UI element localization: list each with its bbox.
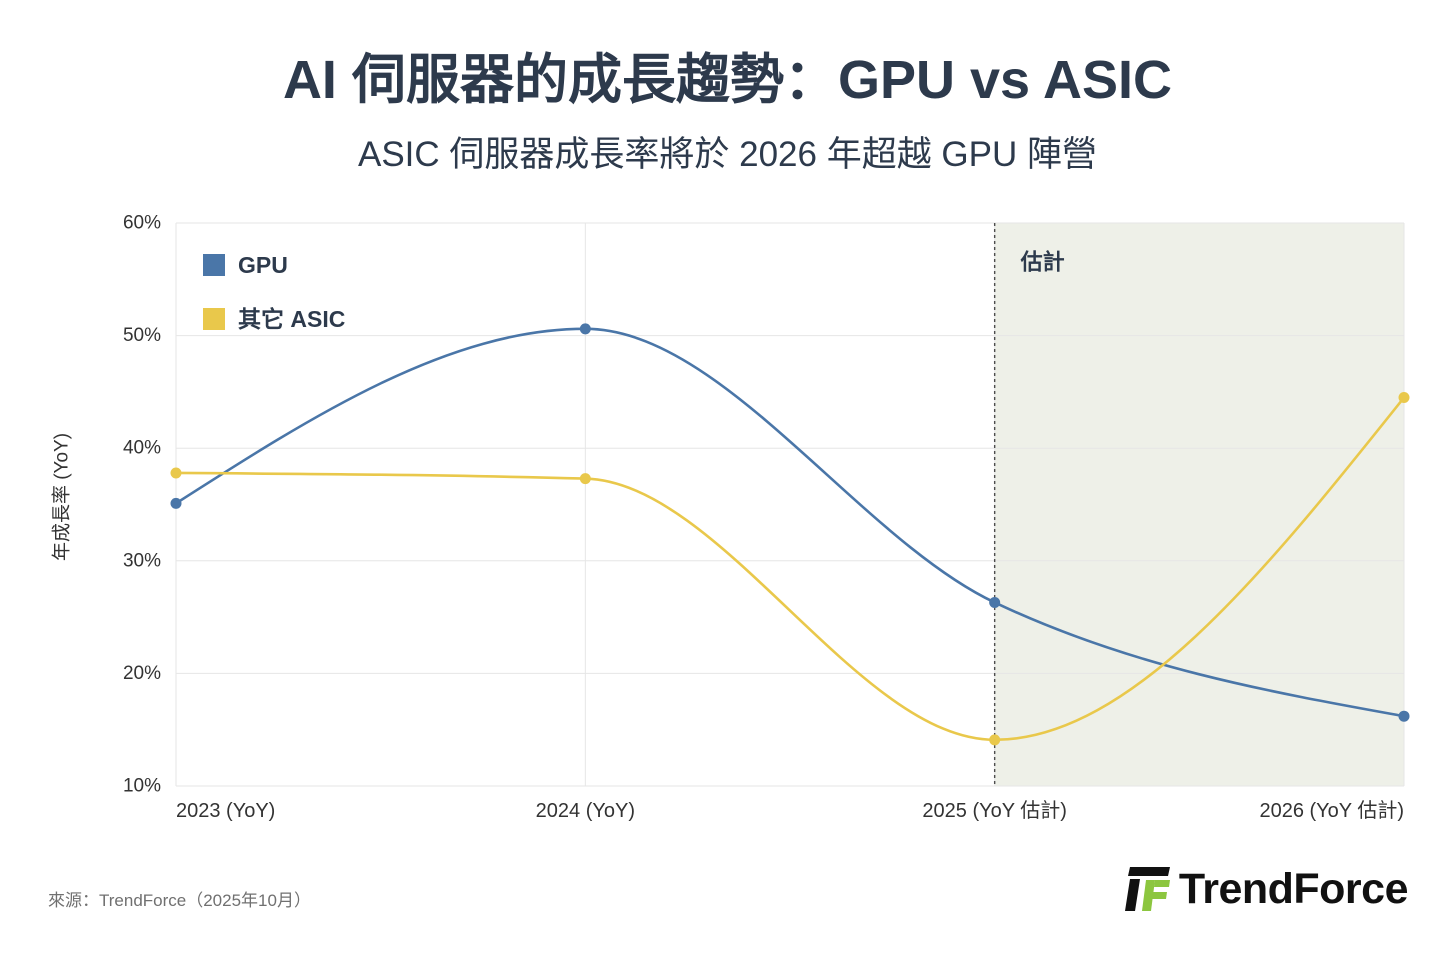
- data-point-series-0-0: [170, 497, 182, 509]
- x-tick-label: 2026 (YoY 估計): [1259, 799, 1404, 822]
- logo-left-stem: [1124, 879, 1140, 911]
- legend-item-asic: 其它 ASIC: [203, 306, 346, 332]
- source-note: 來源：TrendForce（2025年10月）: [48, 891, 311, 910]
- estimate-region-label: 估計: [1020, 250, 1065, 275]
- axis-labels: 10% 20% 30% 40% 50% 60% 2023 (YoY) 2024 (YoY) 20…: [123, 213, 1404, 823]
- x-tick-label: 2025 (YoY 估計): [922, 799, 1067, 822]
- legend-swatch-asic: [203, 308, 225, 330]
- series-lines: [174, 327, 1406, 742]
- legend: GPU 其它 ASIC: [203, 254, 345, 362]
- data-point-series-1-1: [579, 473, 591, 485]
- trendforce-logo: TrendForce: [1124, 865, 1409, 913]
- y-tick-label: 60%: [123, 213, 161, 234]
- trendforce-logo-icon: [1124, 867, 1170, 911]
- data-point-series-1-3: [1398, 392, 1410, 404]
- legend-item-gpu: GPU: [203, 252, 345, 278]
- legend-label-asic: 其它 ASIC: [238, 306, 346, 332]
- legend-label-gpu: GPU: [238, 252, 288, 278]
- y-tick-label: 10%: [123, 776, 161, 797]
- x-tick-label: 2023 (YoY): [176, 800, 275, 822]
- logo-f-stem: [1141, 880, 1155, 911]
- logo-wordmark: TrendForce: [1178, 865, 1409, 913]
- legend-swatch-gpu: [203, 254, 225, 276]
- y-tick-label: 30%: [123, 550, 161, 571]
- estimate-region-layer: [994, 223, 1404, 786]
- data-point-series-0-1: [579, 323, 591, 335]
- y-axis-title: 年成長率 (YoY): [51, 433, 73, 561]
- logo-top-bar: [1127, 867, 1170, 876]
- series-points: [170, 323, 1410, 746]
- data-point-series-0-2: [989, 596, 1001, 608]
- estimate-region: [994, 223, 1404, 786]
- x-tick-label: 2024 (YoY): [536, 800, 635, 822]
- data-point-series-1-0: [170, 467, 182, 479]
- chart-subtitle: ASIC 伺服器成長率將於 2026 年超越 GPU 陣營: [357, 135, 1098, 174]
- y-tick-label: 40%: [123, 438, 161, 459]
- logo-f-middle-arm: [1151, 892, 1167, 899]
- logo-f-top-arm: [1153, 880, 1170, 887]
- y-tick-label: 20%: [123, 663, 161, 684]
- series-line-1: [174, 396, 1406, 742]
- chart-title: AI 伺服器的成長趨勢：GPU vs ASIC: [282, 50, 1173, 110]
- data-point-series-1-2: [989, 734, 1001, 746]
- y-tick-label: 50%: [123, 325, 161, 346]
- data-point-series-0-3: [1398, 710, 1410, 722]
- series-line-0: [174, 327, 1406, 718]
